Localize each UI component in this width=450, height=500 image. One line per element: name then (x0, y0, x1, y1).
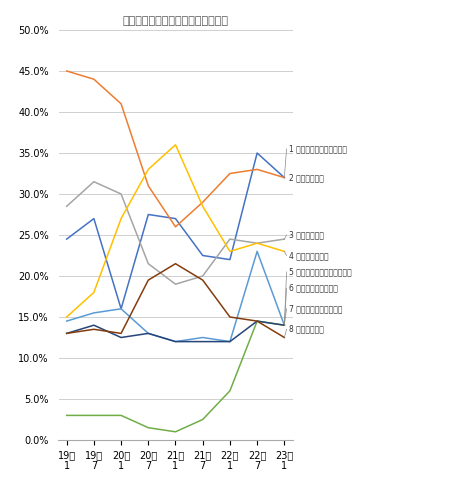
Text: 8 取引先の減少: 8 取引先の減少 (289, 325, 324, 334)
Text: 4 民間需要の停滞: 4 民間需要の停滞 (289, 251, 328, 260)
Text: 3 人件費の増大: 3 人件費の増大 (289, 230, 324, 239)
Text: 7 税・社会保険の負担増: 7 税・社会保険の負担増 (289, 304, 342, 314)
Title: 長者　社員主の問題点（主症の選）: 長者 社員主の問題点（主症の選） (122, 16, 229, 26)
Text: 6 エネルギー費の増大: 6 エネルギー費の増大 (289, 284, 338, 293)
Text: 1 仕入先からの値上げ要請: 1 仕入先からの値上げ要請 (289, 144, 347, 154)
Text: 5 同業者間の価格競争の激化: 5 同業者間の価格競争の激化 (289, 268, 351, 276)
Text: 2 従業員の不足: 2 従業員の不足 (289, 173, 324, 182)
